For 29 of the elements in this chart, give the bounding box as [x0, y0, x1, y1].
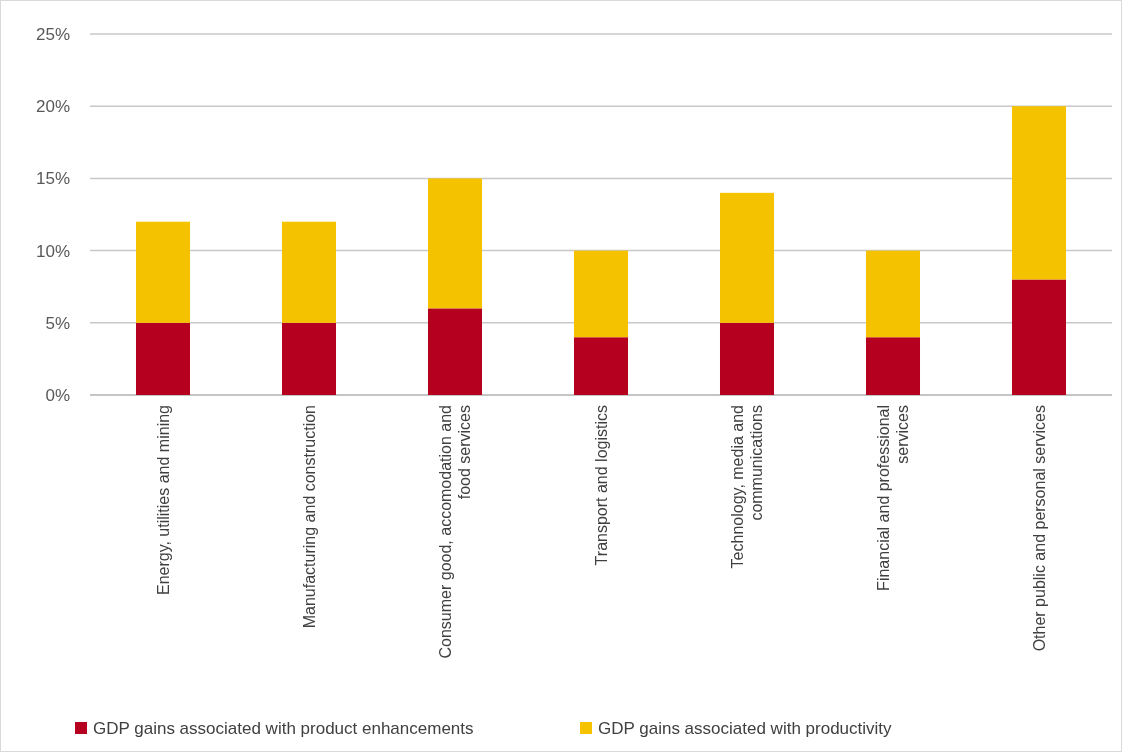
bar — [135, 322, 191, 395]
bar — [427, 308, 483, 395]
bar — [865, 250, 921, 338]
y-tick-label: 20% — [35, 97, 70, 117]
y-tick-label: 0% — [45, 385, 70, 405]
bar — [135, 221, 191, 323]
bar — [573, 250, 629, 338]
x-tick-label: Technology, media and communications — [729, 405, 766, 569]
bar — [427, 178, 483, 309]
bar — [281, 322, 337, 395]
x-tick-label: Other public and personal services — [1030, 405, 1048, 652]
y-tick-label: 5% — [45, 313, 70, 333]
x-tick-label: Financial and professional services — [875, 405, 912, 591]
bar — [1011, 106, 1067, 280]
bar — [1011, 279, 1067, 395]
bar — [281, 221, 337, 323]
y-tick-label: 10% — [35, 241, 70, 261]
legend-label: GDP gains associated with productivity — [598, 718, 893, 738]
bar — [719, 322, 775, 395]
bar — [865, 337, 921, 395]
x-tick-label: Transport and logistics — [592, 405, 610, 566]
x-tick-label: Energy, utilities and mining — [154, 405, 172, 596]
y-tick-label: 25% — [35, 24, 70, 44]
x-tick-label: Consumer good, accomodation and food services — [437, 405, 474, 659]
bar — [719, 192, 775, 323]
y-tick-label: 15% — [35, 169, 70, 189]
bar — [573, 337, 629, 395]
legend-label: GDP gains associated with product enhancements — [93, 718, 474, 738]
x-tick-label: Manufacturing and construction — [300, 405, 318, 629]
